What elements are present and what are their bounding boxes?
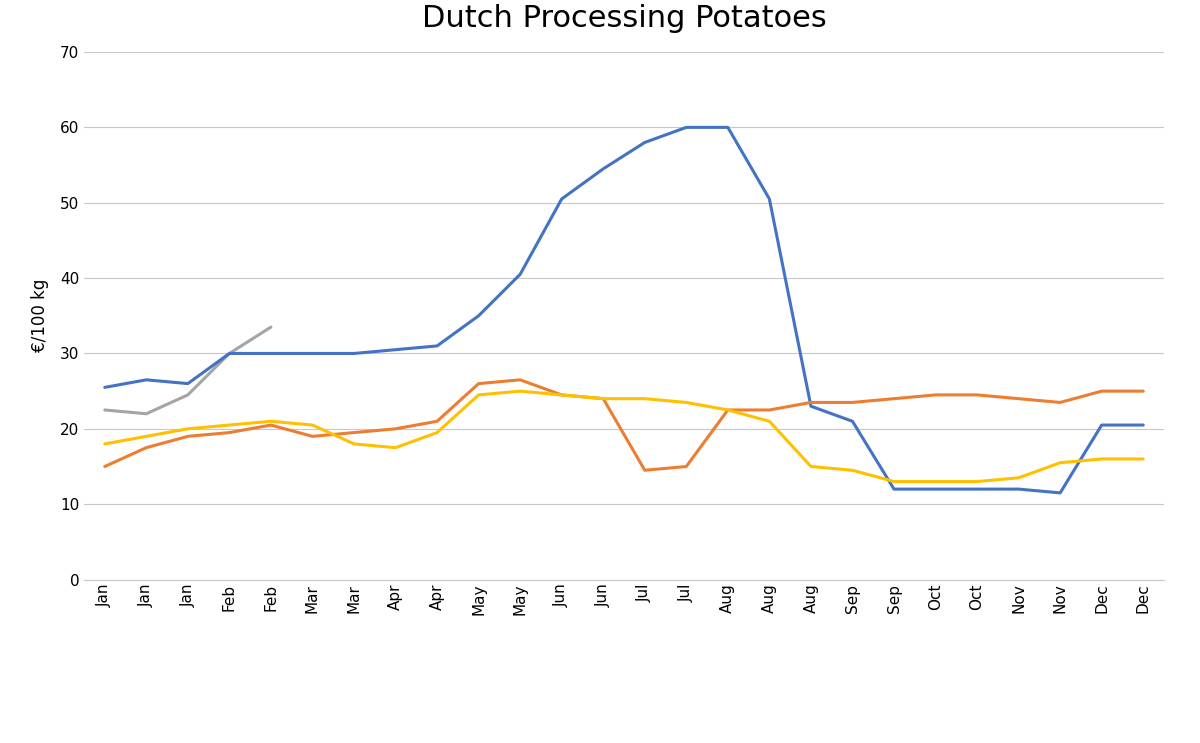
2023	[305, 349, 319, 358]
Line: 5 Year average: 5 Year average	[104, 391, 1144, 481]
5 Year average	[637, 395, 652, 403]
2024	[222, 349, 236, 358]
5 Year average	[472, 391, 486, 400]
2022	[970, 391, 984, 400]
5 Year average	[1136, 455, 1151, 464]
2022	[389, 424, 403, 433]
2024	[181, 391, 196, 400]
5 Year average	[1012, 473, 1026, 482]
2023	[762, 195, 776, 204]
2022	[222, 428, 236, 437]
2022	[97, 462, 112, 471]
2023	[512, 270, 527, 279]
2022	[637, 466, 652, 475]
2022	[887, 395, 901, 403]
2022	[762, 406, 776, 415]
2023	[1012, 484, 1026, 493]
2023	[554, 195, 569, 204]
5 Year average	[389, 443, 403, 452]
2022	[347, 428, 361, 437]
2023	[721, 123, 736, 132]
5 Year average	[222, 421, 236, 429]
Legend: 2024, 2023, 2022, 5 Year average: 2024, 2023, 2022, 5 Year average	[329, 736, 919, 743]
2023	[222, 349, 236, 358]
2023	[1094, 421, 1109, 429]
2022	[554, 391, 569, 400]
2022	[596, 395, 611, 403]
2023	[139, 375, 154, 384]
5 Year average	[679, 398, 694, 407]
2022	[929, 391, 943, 400]
2022	[472, 379, 486, 388]
5 Year average	[430, 428, 444, 437]
Title: Dutch Processing Potatoes: Dutch Processing Potatoes	[421, 4, 827, 33]
2023	[1136, 421, 1151, 429]
2022	[139, 443, 154, 452]
5 Year average	[970, 477, 984, 486]
2023	[1052, 488, 1067, 497]
5 Year average	[887, 477, 901, 486]
Line: 2023: 2023	[104, 127, 1144, 493]
2022	[181, 432, 196, 441]
5 Year average	[512, 386, 527, 395]
2023	[347, 349, 361, 358]
2023	[389, 345, 403, 354]
2023	[181, 379, 196, 388]
2022	[305, 432, 319, 441]
2023	[637, 138, 652, 147]
2022	[512, 375, 527, 384]
2022	[430, 417, 444, 426]
2023	[430, 342, 444, 351]
2023	[929, 484, 943, 493]
2023	[264, 349, 278, 358]
2022	[721, 406, 736, 415]
5 Year average	[264, 417, 278, 426]
2023	[970, 484, 984, 493]
5 Year average	[845, 466, 859, 475]
2024	[264, 322, 278, 331]
5 Year average	[554, 391, 569, 400]
2022	[1136, 386, 1151, 395]
5 Year average	[139, 432, 154, 441]
2023	[845, 417, 859, 426]
5 Year average	[804, 462, 818, 471]
2022	[1052, 398, 1067, 407]
2022	[804, 398, 818, 407]
2023	[887, 484, 901, 493]
5 Year average	[762, 417, 776, 426]
Line: 2024: 2024	[104, 327, 271, 414]
2022	[679, 462, 694, 471]
5 Year average	[1052, 458, 1067, 467]
2022	[1094, 386, 1109, 395]
5 Year average	[97, 439, 112, 448]
5 Year average	[721, 406, 736, 415]
5 Year average	[181, 424, 196, 433]
2023	[679, 123, 694, 132]
2024	[139, 409, 154, 418]
2022	[264, 421, 278, 429]
5 Year average	[596, 395, 611, 403]
2023	[804, 402, 818, 411]
2023	[472, 311, 486, 320]
2022	[1012, 395, 1026, 403]
5 Year average	[929, 477, 943, 486]
5 Year average	[305, 421, 319, 429]
5 Year average	[347, 439, 361, 448]
2023	[97, 383, 112, 392]
2023	[596, 164, 611, 173]
2022	[845, 398, 859, 407]
Line: 2022: 2022	[104, 380, 1144, 470]
Y-axis label: €/100 kg: €/100 kg	[31, 279, 49, 352]
5 Year average	[1094, 455, 1109, 464]
2024	[97, 406, 112, 415]
